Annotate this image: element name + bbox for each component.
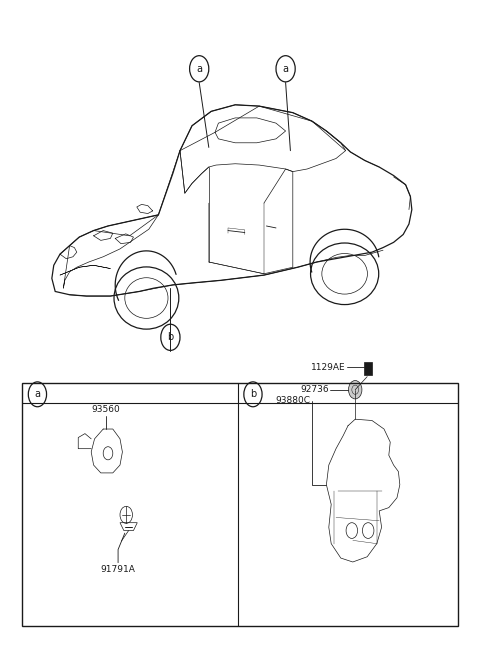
Text: a: a — [283, 64, 288, 74]
FancyBboxPatch shape — [364, 362, 372, 375]
Text: 91791A: 91791A — [101, 565, 135, 574]
Text: a: a — [35, 389, 40, 400]
Text: 1129AE: 1129AE — [311, 363, 345, 372]
Text: b: b — [250, 389, 256, 400]
Text: 92736: 92736 — [300, 385, 329, 394]
Text: b: b — [167, 332, 174, 343]
Circle shape — [348, 381, 362, 399]
Text: a: a — [196, 64, 202, 74]
Text: 93880C: 93880C — [276, 396, 311, 405]
Text: 93560: 93560 — [91, 405, 120, 414]
